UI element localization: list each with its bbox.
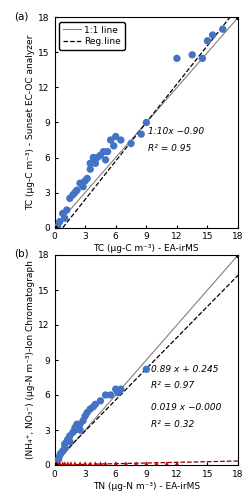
Y-axis label: TC (μg-C m⁻³) - Sunset EC-OC analyzer: TC (μg-C m⁻³) - Sunset EC-OC analyzer <box>27 35 35 210</box>
Point <box>65 438 69 446</box>
Text: R² = 0.32: R² = 0.32 <box>152 420 195 429</box>
Text: R² = 0.97: R² = 0.97 <box>152 382 195 390</box>
Point <box>61 210 65 218</box>
Point <box>73 424 77 432</box>
Y-axis label: (NH₄⁺, NO₃⁻) (μg-N m⁻³)-Ion Chromatograph: (NH₄⁺, NO₃⁻) (μg-N m⁻³)-Ion Chromatograp… <box>27 260 35 460</box>
Point <box>116 388 120 396</box>
X-axis label: TN (μg-N m⁻³) - EA-irMS: TN (μg-N m⁻³) - EA-irMS <box>93 482 200 490</box>
Point <box>63 444 67 452</box>
Point <box>58 460 62 468</box>
Point <box>129 140 133 147</box>
Point <box>175 54 179 62</box>
Point <box>190 51 194 59</box>
Point <box>104 156 108 164</box>
Point <box>61 447 65 455</box>
Point <box>83 177 87 185</box>
Point <box>55 460 59 468</box>
Point <box>78 179 82 187</box>
Point <box>101 148 105 156</box>
Point <box>144 460 148 468</box>
Point <box>56 222 60 230</box>
Point <box>104 391 108 399</box>
Point <box>119 385 123 393</box>
Point <box>109 136 113 144</box>
Point <box>88 460 92 468</box>
Point <box>98 151 102 159</box>
Point <box>106 148 110 156</box>
Point <box>75 420 79 428</box>
Point <box>71 191 75 199</box>
Point <box>112 142 116 150</box>
Point <box>144 366 148 374</box>
Point <box>68 194 72 202</box>
Point <box>91 402 95 410</box>
Point <box>104 460 108 468</box>
Point <box>83 412 87 420</box>
Point <box>98 460 102 468</box>
Point <box>114 460 118 468</box>
Point <box>65 206 69 214</box>
Point <box>63 460 67 468</box>
Point <box>78 420 82 428</box>
Point <box>85 408 89 416</box>
Point <box>71 428 75 436</box>
Point <box>88 405 92 413</box>
X-axis label: TC (μg-C m⁻³) - EA-irMS: TC (μg-C m⁻³) - EA-irMS <box>93 244 199 253</box>
Point <box>66 460 70 468</box>
Point <box>134 460 138 468</box>
Point <box>114 385 118 393</box>
Point <box>98 397 102 405</box>
Point <box>144 118 148 126</box>
Point <box>221 25 225 33</box>
Point <box>81 416 85 424</box>
Point <box>95 154 99 162</box>
Point <box>139 130 143 138</box>
Point <box>73 460 77 468</box>
Point <box>88 165 92 173</box>
Text: (b): (b) <box>14 248 29 258</box>
Point <box>73 188 77 196</box>
Point <box>206 37 210 45</box>
Point <box>78 460 82 468</box>
Point <box>66 436 70 444</box>
Point <box>93 160 97 168</box>
Text: 0.89 x + 0.245: 0.89 x + 0.245 <box>152 365 219 374</box>
Point <box>88 160 92 168</box>
Point <box>61 460 65 468</box>
Point <box>93 400 97 408</box>
Text: R² = 0.95: R² = 0.95 <box>148 144 192 153</box>
Point <box>81 182 85 190</box>
Legend: 1:1 line, Reg.line: 1:1 line, Reg.line <box>59 22 125 50</box>
Point <box>73 426 77 434</box>
Point <box>155 460 158 468</box>
Point <box>124 460 128 468</box>
Point <box>69 460 73 468</box>
Point <box>55 458 59 466</box>
Point <box>78 426 82 434</box>
Point <box>175 460 179 468</box>
Point <box>114 132 118 140</box>
Text: 0.019 x −0.000: 0.019 x −0.000 <box>152 404 222 412</box>
Point <box>211 31 215 39</box>
Point <box>58 452 62 460</box>
Point <box>91 154 95 162</box>
Point <box>119 136 123 144</box>
Point <box>85 174 89 182</box>
Point <box>63 440 67 448</box>
Point <box>57 455 61 463</box>
Point <box>83 460 87 468</box>
Point <box>68 432 72 440</box>
Text: 1:10x −0.90: 1:10x −0.90 <box>148 128 205 136</box>
Point <box>109 391 113 399</box>
Point <box>93 460 97 468</box>
Point <box>68 438 72 446</box>
Point <box>75 186 79 194</box>
Point <box>165 460 169 468</box>
Point <box>63 214 67 222</box>
Text: (a): (a) <box>14 11 29 21</box>
Point <box>58 218 62 226</box>
Point <box>200 54 204 62</box>
Point <box>59 450 63 458</box>
